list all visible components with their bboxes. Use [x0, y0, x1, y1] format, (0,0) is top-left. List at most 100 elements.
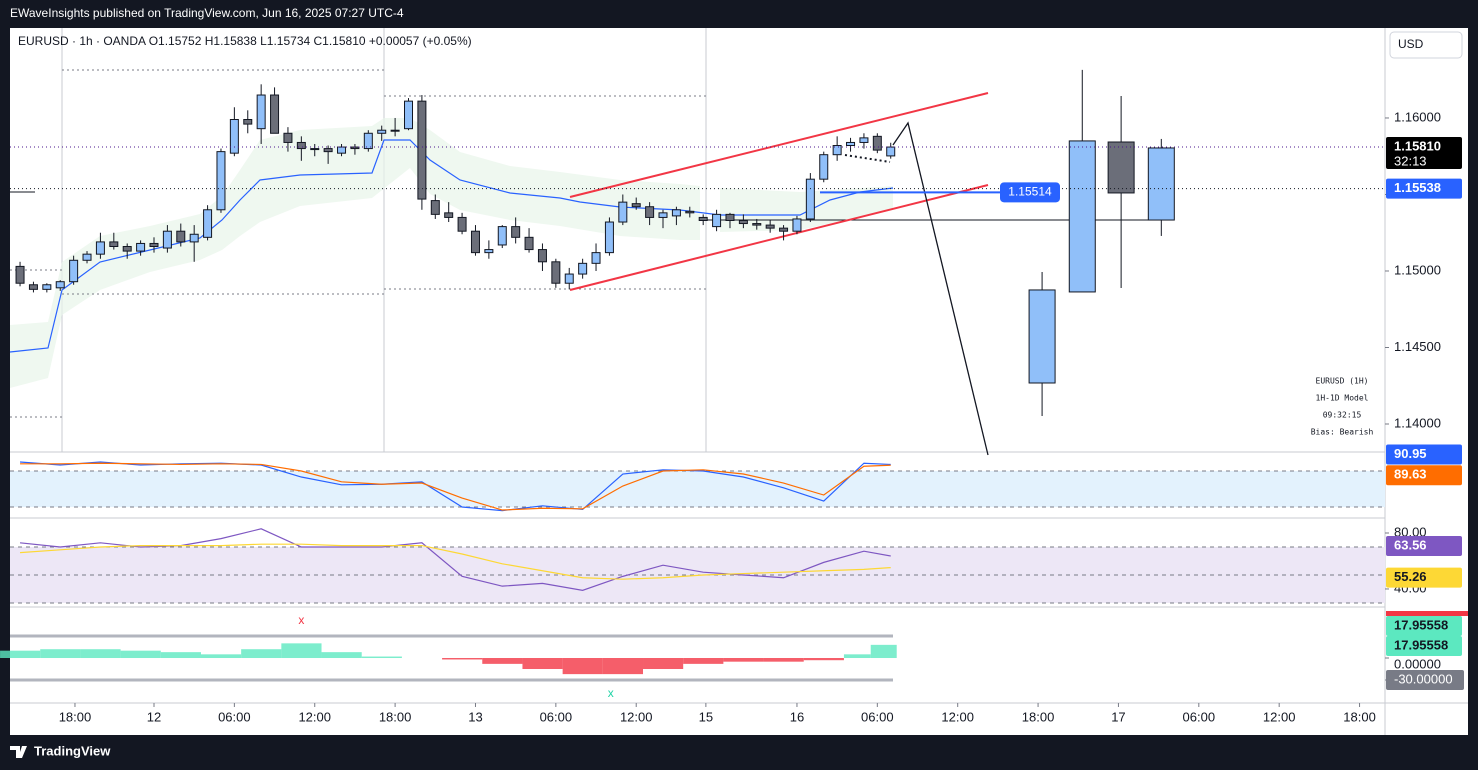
histogram-bar [763, 658, 804, 662]
candle-body [524, 236, 534, 251]
candle-body [229, 119, 239, 154]
histogram-bar [281, 643, 322, 659]
channel-line [569, 184, 989, 291]
candle-body [42, 284, 52, 290]
candle-body [189, 233, 199, 243]
candle-body [859, 137, 869, 143]
histogram-bar [160, 652, 201, 659]
candle-body [846, 141, 856, 147]
candle-body [1028, 289, 1056, 384]
candle-body [631, 203, 641, 208]
candle-body [752, 223, 762, 226]
separators [10, 28, 1468, 735]
x-tick-label: 18:00 [1343, 709, 1376, 724]
candle-body [444, 212, 454, 218]
candle-body [203, 209, 213, 238]
channel-line [569, 92, 989, 198]
last-price: 1.15810 [1394, 138, 1441, 153]
x-tick-label: 06:00 [218, 709, 251, 724]
candle-body [363, 132, 373, 150]
candle-body [765, 224, 775, 229]
candle-body [1147, 147, 1175, 221]
candle-body [819, 154, 829, 180]
signal-value: 17.95558 [1394, 637, 1448, 652]
indicator-value: 55.26 [1394, 569, 1427, 584]
candle-body [578, 262, 588, 275]
histogram-bar [683, 658, 724, 664]
candle-body [1068, 140, 1096, 293]
level-label: 1.15538 [1394, 180, 1441, 195]
level-tag-bg [1000, 182, 1060, 203]
candle-body [457, 216, 467, 232]
annotation: 09:32:15 [1323, 411, 1362, 420]
y-tick-bg [1386, 669, 1464, 690]
x-tick-label: 12:00 [620, 709, 653, 724]
histogram-bar [870, 644, 897, 659]
histogram-bar [643, 658, 684, 669]
countdown: 32:13 [1394, 153, 1427, 168]
indicator-line [20, 462, 891, 511]
x-tick-label: 12:00 [941, 709, 974, 724]
x-tick-label: 06:00 [1183, 709, 1216, 724]
candle-body [55, 281, 65, 289]
histogram-bar [803, 658, 844, 661]
x-tick-label: 12:00 [1263, 709, 1296, 724]
histogram-value: 17.95558 [1394, 617, 1448, 632]
indicator-value: 89.63 [1394, 467, 1427, 482]
histogram-bar [321, 652, 362, 659]
chart-area [10, 28, 1468, 735]
histogram-bar [602, 658, 644, 675]
indicator-line [20, 543, 891, 580]
candle-body [176, 230, 186, 243]
candle-body [738, 219, 748, 225]
indicator-value-bg [1386, 536, 1462, 557]
candle-body [28, 284, 38, 290]
indicator-value-bg [1386, 465, 1462, 486]
histogram-bar [361, 656, 402, 659]
histogram-bar [241, 649, 282, 659]
candle-body [122, 246, 132, 252]
y-tick-label: 1.16000 [1394, 109, 1441, 124]
candle-body [698, 216, 708, 221]
level-label-bg [1386, 178, 1462, 199]
candle-body [484, 249, 494, 254]
indicator-value: 90.95 [1394, 446, 1427, 461]
candle-body [15, 265, 25, 284]
y-tick-label: 0.00000 [1394, 656, 1441, 671]
histogram-bar [120, 650, 161, 659]
y-tick-label: 1.15000 [1394, 262, 1441, 277]
candle-body [216, 151, 226, 211]
candle-body [564, 273, 574, 284]
indicator-value-bg [1386, 567, 1462, 588]
pane-marker [1386, 611, 1468, 616]
indicator-value-bg [1386, 444, 1462, 465]
histogram-value-bg [1386, 616, 1462, 636]
currency-button[interactable] [1389, 31, 1463, 59]
x-tick-label: 18:00 [59, 709, 92, 724]
y-tick-label: 80.00 [1394, 524, 1427, 539]
candle-body [886, 146, 896, 157]
candle-body [430, 200, 440, 215]
dotted-levels [10, 69, 706, 418]
candle-body [310, 148, 320, 151]
candle-body [618, 201, 628, 223]
annotation: EURUSD (1H) [1316, 377, 1369, 386]
brand: TradingView [34, 743, 111, 758]
histogram-bar [80, 649, 121, 659]
x-tick-label: 17 [1111, 709, 1125, 724]
histogram-bar [0, 650, 41, 659]
candle-body [256, 94, 266, 130]
candle-body [377, 129, 387, 134]
candle-body [551, 261, 561, 284]
candle-body [296, 141, 306, 150]
candle-body [162, 230, 172, 249]
x-tick-label: 13 [468, 709, 482, 724]
annotation: 1H-1D Model [1316, 394, 1369, 403]
candle-body [149, 242, 159, 248]
candle-body [95, 241, 105, 255]
last-price-bg [1386, 137, 1462, 170]
logo: TradingView [10, 743, 111, 758]
x-tick-label: 12 [147, 709, 161, 724]
x-tick-label: 18:00 [1022, 709, 1055, 724]
